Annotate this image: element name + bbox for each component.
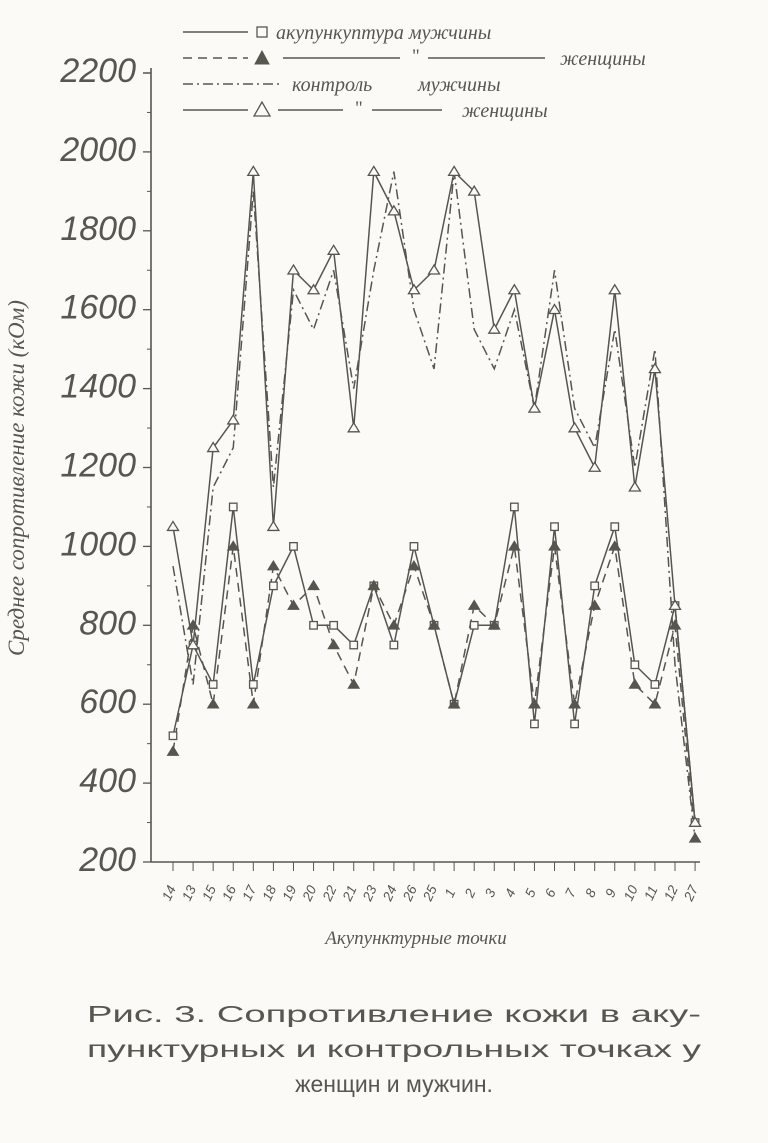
svg-text:контроль: контроль	[292, 74, 372, 96]
svg-text:": "	[355, 98, 363, 119]
svg-text:": "	[412, 46, 420, 67]
svg-text:1200: 1200	[60, 447, 136, 485]
svg-text:400: 400	[79, 762, 136, 800]
svg-text:2200: 2200	[59, 52, 136, 90]
svg-text:1000: 1000	[60, 525, 136, 563]
svg-text:1800: 1800	[60, 210, 136, 248]
svg-text:Среднее сопротивление кожи: Среднее сопротивление кожи (кОм)	[4, 300, 29, 656]
svg-text:2000: 2000	[59, 131, 136, 169]
svg-text:мужчины: мужчины	[417, 74, 501, 96]
svg-text:Акупунктурные точки: Акупунктурные точки	[323, 928, 507, 949]
svg-text:200: 200	[78, 841, 136, 879]
svg-text:1600: 1600	[60, 289, 136, 327]
svg-text:пунктурных и контрольных точка: пунктурных и контрольных точках у	[87, 1036, 702, 1062]
svg-text:женщины: женщины	[560, 48, 646, 70]
svg-text:акупункуптура мужчины: акупункуптура мужчины	[276, 22, 491, 44]
svg-text:женщин и мужчин.: женщин и мужчин.	[295, 1071, 493, 1097]
svg-text:800: 800	[79, 604, 136, 642]
svg-text:600: 600	[79, 683, 136, 721]
svg-text:Рис. 3. Сопротивление кожи в а: Рис. 3. Сопротивление кожи в аку-	[87, 1001, 701, 1027]
svg-text:женщины: женщины	[462, 100, 548, 122]
svg-text:1400: 1400	[60, 368, 136, 406]
